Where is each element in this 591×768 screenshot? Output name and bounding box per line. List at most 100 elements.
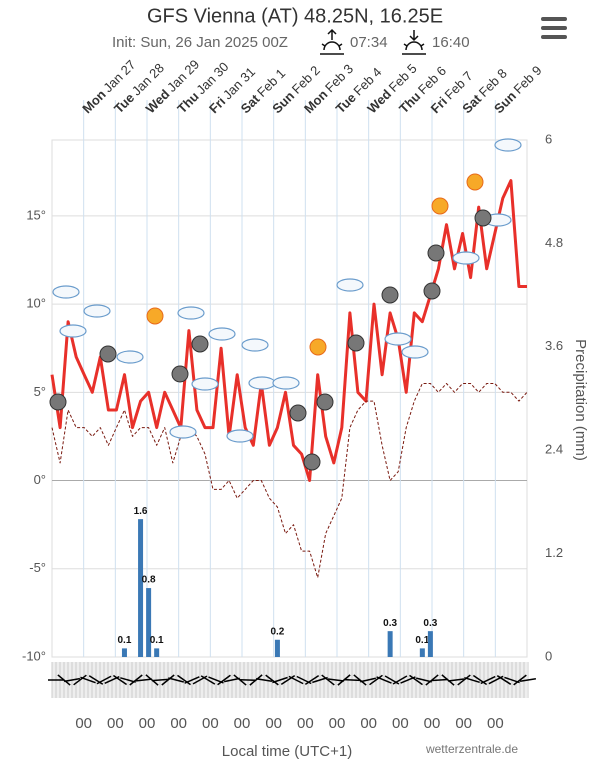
sunrise-icon xyxy=(320,28,344,55)
bar-label: 0.1 xyxy=(415,635,429,646)
wind-arrow xyxy=(441,674,455,686)
y-tick-label: 15° xyxy=(26,207,46,222)
wind-strip xyxy=(48,662,537,698)
hour-label: 00 xyxy=(392,715,409,732)
moon-icon xyxy=(191,335,209,353)
wind-arrow xyxy=(255,678,273,682)
cloud-icon xyxy=(241,338,269,352)
wind-arrow xyxy=(376,676,392,684)
y2-tick-label: 2.4 xyxy=(545,442,563,457)
hour-label: 00 xyxy=(139,715,156,732)
menu-icon[interactable] xyxy=(541,17,567,39)
y2-tick-label: 1.2 xyxy=(545,545,563,560)
sun-icon xyxy=(431,197,449,215)
precip-bar xyxy=(138,519,144,657)
wind-arrow xyxy=(57,674,71,686)
wind-arrow xyxy=(472,674,488,686)
hour-label: 00 xyxy=(455,715,472,732)
hour-label: 00 xyxy=(487,715,504,732)
y-tick-label: -10° xyxy=(22,648,46,663)
precip-bar xyxy=(274,639,280,657)
wind-arrow xyxy=(480,675,496,685)
hour-label: 00 xyxy=(297,715,314,732)
moon-icon xyxy=(316,393,334,411)
moon-icon xyxy=(423,282,441,300)
wind-arrow xyxy=(73,674,87,686)
wind-arrow xyxy=(200,675,216,685)
y2-tick-label: 3.6 xyxy=(545,338,563,353)
cloud-icon xyxy=(226,429,254,443)
wind-arrow xyxy=(360,677,376,683)
wind-arrow xyxy=(392,675,408,685)
sunset-icon xyxy=(402,30,426,55)
moon-icon xyxy=(474,209,492,227)
wind-arrow xyxy=(457,674,471,686)
moon-icon xyxy=(99,345,117,363)
wind-arrow xyxy=(168,677,184,683)
bar-label: 0.3 xyxy=(423,618,437,629)
wind-arrow xyxy=(280,675,296,685)
x-axis-label: Local time (UTC+1) xyxy=(222,743,352,760)
wind-arrow xyxy=(409,674,423,686)
wind-arrow xyxy=(265,674,279,686)
wind-arrow xyxy=(177,674,191,686)
wind-arrow xyxy=(135,678,153,682)
cloud-icon xyxy=(208,327,236,341)
cloud-icon xyxy=(452,251,480,265)
wind-arrow xyxy=(217,674,231,686)
cloud-icon xyxy=(83,304,111,318)
wind-arrow xyxy=(353,674,367,686)
moon-icon xyxy=(381,286,399,304)
wind-arrow xyxy=(151,678,169,682)
cloud-icon xyxy=(272,376,300,390)
cloud-icon xyxy=(59,324,87,338)
precip-bar xyxy=(154,648,160,657)
hour-label: 00 xyxy=(329,715,346,732)
wind-arrow xyxy=(224,677,240,683)
bar-label: 0.3 xyxy=(383,618,397,629)
wind-arrow xyxy=(519,677,537,683)
sunset: 16:40 xyxy=(432,34,470,51)
sun-icon xyxy=(309,338,327,356)
chart-title: GFS Vienna (AT) 48.25N, 16.25E xyxy=(147,5,443,27)
wind-arrow xyxy=(496,675,512,685)
temperature-line xyxy=(50,179,527,482)
dewpoint-line xyxy=(51,383,528,579)
hour-label: 00 xyxy=(424,715,441,732)
hour-label: 00 xyxy=(75,715,92,732)
bar-label: 0.1 xyxy=(150,635,164,646)
y-tick-label: 0° xyxy=(34,472,46,487)
bar-label: 0.8 xyxy=(142,575,156,586)
y-tick-label: 10° xyxy=(26,296,46,311)
wind-arrow xyxy=(513,674,527,686)
wind-arrow xyxy=(304,674,320,686)
precip-bar xyxy=(419,648,425,657)
sunrise: 07:34 xyxy=(350,34,388,51)
y2-tick-label: 0 xyxy=(545,648,552,663)
wind-arrow xyxy=(343,678,361,682)
cloud-icon xyxy=(169,425,197,439)
subtitle: Init: Sun, 26 Jan 2025 00Z xyxy=(112,34,288,51)
wind-arrow xyxy=(416,677,432,683)
credit: wetterzentrale.de xyxy=(425,742,518,756)
wind-arrow xyxy=(327,678,345,682)
hour-label: 00 xyxy=(170,715,187,732)
cloud-icon xyxy=(336,278,364,292)
cloud-icon xyxy=(248,376,276,390)
hour-label: 00 xyxy=(234,715,251,732)
precip-bar xyxy=(427,631,433,657)
moon-icon xyxy=(289,404,307,422)
y2-axis-label: Precipitation (mm) xyxy=(572,339,589,461)
hour-label: 00 xyxy=(360,715,377,732)
sun-icon xyxy=(466,173,484,191)
moon-icon xyxy=(303,453,321,471)
wind-arrow xyxy=(63,677,81,683)
wind-arrow xyxy=(161,674,175,686)
cloud-icon xyxy=(494,138,522,152)
y-tick-label: 5° xyxy=(34,384,46,399)
moon-icon xyxy=(347,334,365,352)
cloud-icon xyxy=(191,377,219,391)
bar-label: 1.6 xyxy=(134,506,148,517)
wind-arrow xyxy=(447,678,465,682)
